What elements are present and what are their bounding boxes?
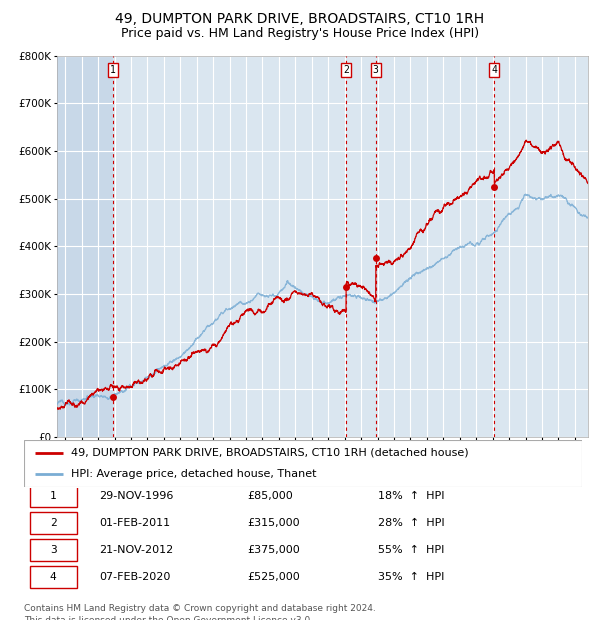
- Text: 49, DUMPTON PARK DRIVE, BROADSTAIRS, CT10 1RH: 49, DUMPTON PARK DRIVE, BROADSTAIRS, CT1…: [115, 12, 485, 27]
- Text: 21-NOV-2012: 21-NOV-2012: [100, 545, 173, 555]
- Text: 4: 4: [50, 572, 56, 582]
- FancyBboxPatch shape: [29, 565, 77, 588]
- Text: 35%  ↑  HPI: 35% ↑ HPI: [379, 572, 445, 582]
- Text: 2: 2: [343, 65, 349, 75]
- Text: HPI: Average price, detached house, Thanet: HPI: Average price, detached house, Than…: [71, 469, 317, 479]
- Text: £375,000: £375,000: [247, 545, 300, 555]
- FancyBboxPatch shape: [29, 485, 77, 507]
- Text: 01-FEB-2011: 01-FEB-2011: [100, 518, 170, 528]
- Text: 18%  ↑  HPI: 18% ↑ HPI: [379, 490, 445, 501]
- Text: Price paid vs. HM Land Registry's House Price Index (HPI): Price paid vs. HM Land Registry's House …: [121, 27, 479, 40]
- Text: 2: 2: [50, 518, 56, 528]
- Text: 3: 3: [373, 65, 379, 75]
- Bar: [57, 56, 113, 437]
- Text: £315,000: £315,000: [247, 518, 300, 528]
- FancyBboxPatch shape: [29, 512, 77, 534]
- Text: 4: 4: [491, 65, 497, 75]
- Text: 29-NOV-1996: 29-NOV-1996: [100, 490, 174, 501]
- Text: 55%  ↑  HPI: 55% ↑ HPI: [379, 545, 445, 555]
- Text: 49, DUMPTON PARK DRIVE, BROADSTAIRS, CT10 1RH (detached house): 49, DUMPTON PARK DRIVE, BROADSTAIRS, CT1…: [71, 448, 469, 458]
- FancyBboxPatch shape: [29, 539, 77, 560]
- Text: Contains HM Land Registry data © Crown copyright and database right 2024.
This d: Contains HM Land Registry data © Crown c…: [24, 604, 376, 620]
- Text: 3: 3: [50, 545, 56, 555]
- FancyBboxPatch shape: [24, 440, 582, 487]
- Text: 07-FEB-2020: 07-FEB-2020: [100, 572, 171, 582]
- Text: £525,000: £525,000: [247, 572, 300, 582]
- Text: £85,000: £85,000: [247, 490, 293, 501]
- Text: 1: 1: [50, 490, 56, 501]
- Text: 1: 1: [110, 65, 116, 75]
- Text: 28%  ↑  HPI: 28% ↑ HPI: [379, 518, 445, 528]
